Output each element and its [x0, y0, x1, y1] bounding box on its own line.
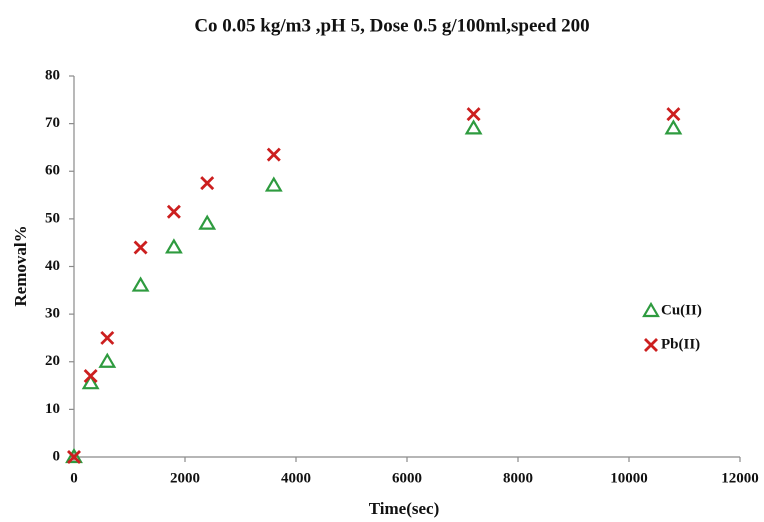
y-tick-label: 70: [45, 115, 60, 131]
x-tick-label: 8000: [503, 470, 533, 486]
y-tick-label: 40: [45, 258, 60, 274]
data-point: [466, 107, 481, 122]
x-tick-label: 2000: [170, 470, 200, 486]
data-point: [198, 214, 217, 230]
y-tick-label: 60: [45, 163, 60, 179]
data-point: [100, 330, 115, 345]
x-tick-label: 12000: [721, 470, 759, 486]
chart-title: Co 0.05 kg/m3 ,pH 5, Dose 0.5 g/100ml,sp…: [194, 15, 589, 36]
y-tick-label: 20: [45, 353, 60, 369]
x-tick-label: 4000: [281, 470, 311, 486]
data-point: [67, 450, 81, 464]
y-tick-label: 30: [45, 306, 60, 322]
data-point: [81, 373, 100, 390]
x-axis-label: Time(sec): [369, 499, 440, 518]
x-tick-label: 6000: [392, 470, 422, 486]
legend-marker: [642, 301, 660, 318]
y-tick-label: 50: [45, 210, 60, 226]
legend-marker: [644, 338, 658, 352]
data-point: [264, 176, 283, 192]
data-point: [666, 107, 681, 122]
data-point: [133, 240, 148, 255]
y-tick-label: 80: [45, 67, 60, 83]
data-point: [464, 119, 483, 135]
data-point: [164, 238, 183, 254]
data-point: [98, 352, 117, 368]
data-point: [664, 119, 683, 135]
y-axis-label: Removal%: [11, 225, 30, 306]
x-tick-label: 10000: [610, 470, 648, 486]
x-tick-label: 0: [70, 470, 78, 486]
data-point: [266, 147, 281, 162]
data-point: [83, 369, 98, 384]
data-point: [65, 447, 83, 464]
y-tick-label: 10: [45, 401, 60, 417]
data-point: [200, 176, 215, 191]
data-point: [166, 204, 181, 219]
data-point: [131, 276, 150, 292]
y-tick-label: 0: [53, 448, 61, 464]
legend-label: Pb(II): [661, 336, 700, 352]
legend-label: Cu(II): [661, 302, 702, 318]
